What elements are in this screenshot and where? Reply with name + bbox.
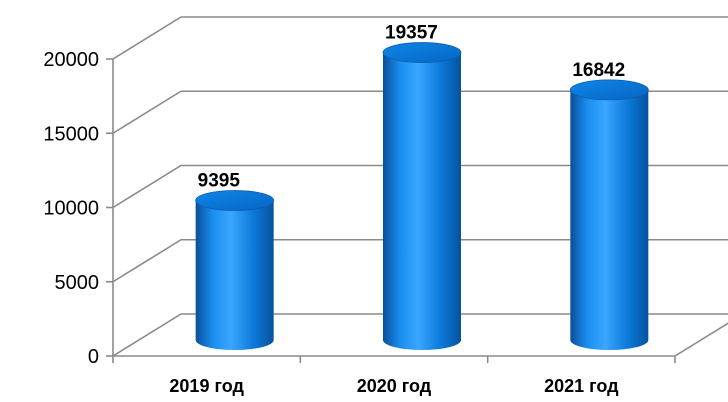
- y-tick-label: 0: [88, 346, 99, 368]
- axes: [106, 58, 728, 363]
- bar-body: [195, 200, 274, 350]
- bar-body: [383, 52, 461, 350]
- bar-2021 год: [569, 79, 649, 350]
- gridline-20000: [112, 16, 728, 60]
- y-tick-label: 20000: [43, 49, 99, 71]
- bar-top: [569, 79, 649, 101]
- data-label-2020 год: 19357: [385, 23, 438, 44]
- bar-2019 год: [195, 190, 275, 350]
- y-axis-ticks: 0 5000 10000 15000 20000: [43, 49, 99, 368]
- bar-2020 год: [382, 42, 462, 350]
- data-label-2021 год: 16842: [572, 60, 625, 81]
- bars: [195, 42, 649, 350]
- x-axis-categories: 2019 год 2020 год 2021 год: [169, 376, 619, 396]
- y-tick-label: 5000: [55, 272, 100, 294]
- y-tick-label: 15000: [43, 123, 99, 145]
- floor-right-edge: [674, 322, 728, 357]
- gridline-10000: [112, 164, 728, 209]
- x-category-label: 2019 год: [169, 376, 244, 396]
- bar-body: [570, 89, 649, 350]
- data-label-2019 год: 9395: [198, 170, 241, 191]
- gridlines: [112, 16, 728, 357]
- x-category-label: 2021 год: [544, 376, 619, 396]
- floor-back-line: [112, 313, 728, 357]
- gridline-15000: [112, 90, 728, 134]
- bar-top: [195, 190, 275, 211]
- y-tick-label: 10000: [43, 198, 99, 220]
- bar-top: [382, 42, 462, 63]
- gridline-5000: [112, 238, 728, 283]
- data-labels: 9395 19357 16842: [198, 23, 626, 192]
- x-category-label: 2020 год: [357, 376, 432, 396]
